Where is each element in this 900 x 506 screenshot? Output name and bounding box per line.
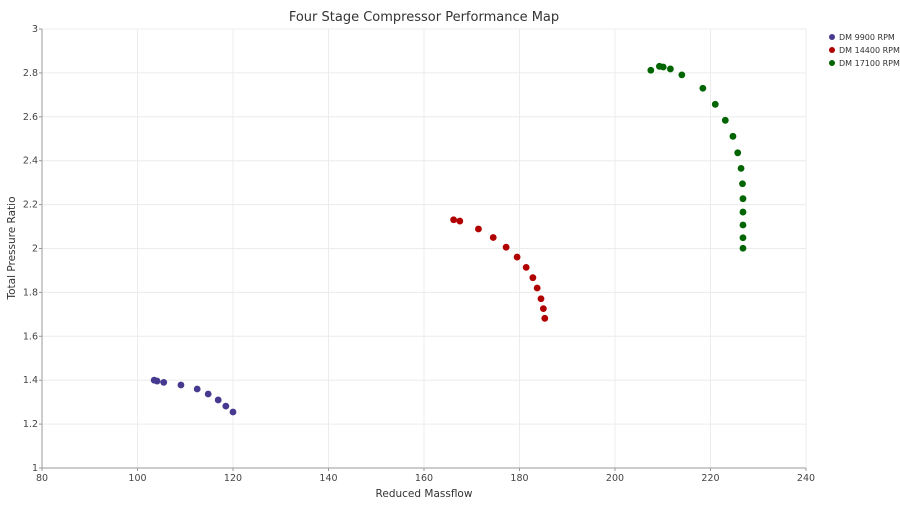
data-point[interactable]: [739, 180, 746, 188]
y-axis-title: Total Pressure Ratio: [6, 197, 18, 301]
data-point[interactable]: [734, 149, 742, 157]
axes: 80 100 120 140 160 180 200 220 240 1 1.2 1.4 1.6 1.8 2…: [23, 24, 815, 484]
data-point[interactable]: [737, 164, 745, 172]
legend-marker-icon: [829, 47, 835, 53]
legend-label: DM 9900 RPM: [839, 33, 895, 42]
data-point[interactable]: [475, 225, 482, 233]
data-point[interactable]: [160, 378, 168, 386]
data-point[interactable]: [539, 305, 547, 313]
x-tick-label: 80: [36, 473, 48, 484]
legend: DM 9900 RPM DM 14400 RPM DM 17100 RPM: [829, 33, 900, 68]
x-tick-label: 100: [128, 473, 146, 484]
data-point[interactable]: [533, 284, 541, 292]
legend-item[interactable]: DM 9900 RPM: [829, 33, 895, 42]
data-point[interactable]: [699, 84, 707, 92]
data-point[interactable]: [177, 381, 185, 389]
y-tick-label: 2.6: [23, 112, 38, 123]
x-tick-label: 120: [224, 473, 242, 484]
data-point[interactable]: [647, 66, 655, 74]
legend-label: DM 14400 RPM: [839, 46, 900, 55]
data-point[interactable]: [721, 116, 729, 124]
data-point[interactable]: [541, 314, 549, 322]
x-tick-label: 140: [319, 473, 337, 484]
legend-item[interactable]: DM 17100 RPM: [829, 59, 900, 68]
data-point[interactable]: [529, 274, 537, 282]
y-tick-label: 2.4: [23, 156, 38, 167]
data-point[interactable]: [193, 385, 201, 393]
x-tick-label: 200: [606, 473, 624, 484]
y-tick-label: 1.4: [23, 375, 38, 386]
y-tick-label: 1.2: [23, 419, 38, 430]
x-tick-label: 220: [701, 473, 719, 484]
x-tick-label: 160: [415, 473, 433, 484]
legend-marker-icon: [829, 34, 835, 40]
x-axis-title: Reduced Massflow: [376, 488, 473, 500]
data-point[interactable]: [739, 244, 747, 252]
chart-title: Four Stage Compressor Performance Map: [289, 10, 559, 25]
y-tick-label: 3: [32, 24, 38, 35]
x-tick-label: 180: [510, 473, 528, 484]
x-tick-label: 240: [797, 473, 815, 484]
y-tick-label: 2.2: [23, 200, 38, 211]
data-point[interactable]: [537, 295, 545, 303]
y-tick-label: 2.8: [23, 68, 38, 79]
y-tick-label: 1: [32, 463, 38, 474]
data-point[interactable]: [153, 377, 161, 385]
grid-lines: [42, 28, 807, 468]
data-point[interactable]: [739, 234, 747, 242]
legend-marker-icon: [829, 60, 835, 66]
data-point[interactable]: [513, 253, 521, 261]
data-point[interactable]: [229, 408, 237, 416]
data-point[interactable]: [666, 65, 674, 73]
y-tick-label: 2: [32, 244, 38, 255]
data-point[interactable]: [739, 195, 747, 203]
legend-label: DM 17100 RPM: [839, 59, 900, 68]
data-point[interactable]: [502, 243, 510, 251]
data-point[interactable]: [214, 396, 222, 404]
plot-area: [150, 62, 747, 416]
y-tick-label: 1.6: [23, 331, 38, 342]
data-point[interactable]: [204, 390, 212, 398]
data-point[interactable]: [711, 100, 719, 108]
data-point[interactable]: [450, 216, 458, 224]
data-point[interactable]: [659, 63, 667, 71]
data-point[interactable]: [678, 71, 686, 79]
data-point[interactable]: [729, 132, 737, 140]
data-point[interactable]: [489, 234, 497, 241]
series-dm-17100-rpm: [647, 62, 747, 252]
data-point[interactable]: [456, 217, 464, 225]
data-point[interactable]: [522, 263, 530, 271]
data-point[interactable]: [222, 402, 230, 410]
data-point[interactable]: [739, 221, 747, 229]
y-tick-label: 1.8: [23, 287, 38, 298]
data-point[interactable]: [739, 208, 747, 216]
legend-item[interactable]: DM 14400 RPM: [829, 46, 900, 55]
series-dm-9900-rpm: [150, 376, 237, 416]
series-dm-14400-rpm: [450, 216, 549, 322]
